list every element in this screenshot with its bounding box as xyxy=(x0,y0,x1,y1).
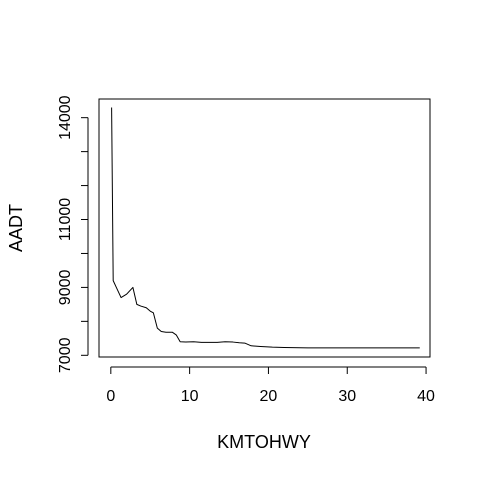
series-line-aadt xyxy=(111,107,420,349)
x-tick-label: 0 xyxy=(106,388,115,405)
y-tick-label: 14000 xyxy=(57,95,74,140)
x-tick-label: 40 xyxy=(417,388,435,405)
x-tick-label: 10 xyxy=(181,388,199,405)
y-tick-label: 7000 xyxy=(57,337,74,373)
y-axis-title: AADT xyxy=(6,204,26,252)
y-axis: 7000 9000 11000 14000 xyxy=(57,95,89,373)
y-tick-label: 9000 xyxy=(57,270,74,306)
x-tick-label: 20 xyxy=(260,388,278,405)
series-layer xyxy=(111,107,420,349)
plot-frame xyxy=(98,98,431,358)
y-tick-label: 11000 xyxy=(57,198,74,241)
x-axis: 0 10 20 30 40 xyxy=(106,366,435,405)
x-tick-label: 30 xyxy=(338,388,356,405)
x-axis-title: KMTOHWY xyxy=(217,432,311,452)
